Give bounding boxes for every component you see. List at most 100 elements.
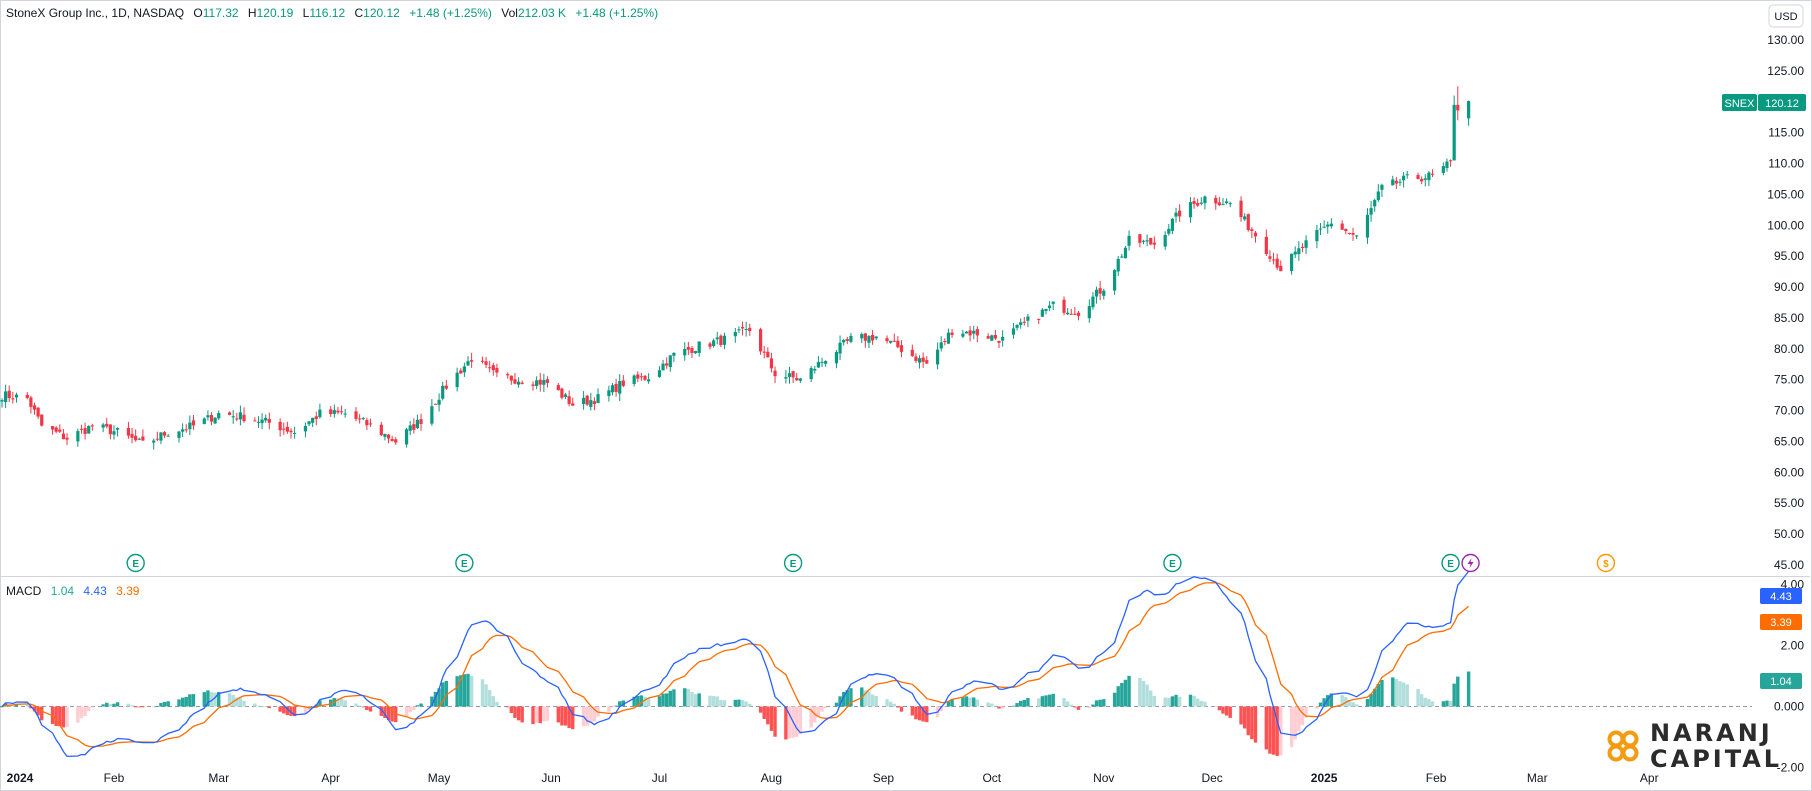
- earnings-marker[interactable]: E: [783, 553, 803, 573]
- candle-body: [686, 346, 690, 350]
- candle-body: [972, 330, 976, 334]
- macd-hist-bar: [386, 706, 391, 721]
- macd-hist-bar: [538, 706, 542, 724]
- candle: [889, 340, 893, 344]
- candle: [361, 416, 365, 421]
- candle-body: [1326, 224, 1330, 227]
- candle-body: [896, 340, 900, 348]
- candle-body: [596, 394, 600, 404]
- macd-hist-bar: [130, 705, 134, 707]
- candle: [668, 354, 672, 372]
- time-tick-label: Dec: [1201, 771, 1222, 785]
- open-value: 117.32: [202, 6, 239, 20]
- candle: [1141, 239, 1146, 245]
- candle-body: [936, 349, 940, 365]
- macd-legend: MACD 1.04 4.43 3.39: [6, 584, 145, 598]
- macd-hist-bar: [950, 698, 954, 707]
- candle-body: [50, 426, 55, 430]
- dividend-marker[interactable]: $: [1596, 553, 1616, 573]
- macd-hist-bar: [289, 706, 293, 716]
- macd-hist-bar: [1091, 704, 1095, 707]
- macd-hist-bar: [40, 706, 44, 721]
- candle: [538, 373, 542, 392]
- macd-hist-bar: [90, 706, 95, 708]
- candle-body: [1123, 247, 1128, 259]
- symbol-title[interactable]: StoneX Group Inc., 1D, NASDAQ: [6, 6, 185, 20]
- candle: [383, 433, 387, 441]
- macd-hist-bar: [491, 696, 495, 707]
- candle: [1199, 197, 1203, 206]
- low-value: 116.12: [309, 6, 346, 20]
- candles-layer: [0, 86, 1471, 450]
- earnings-marker[interactable]: E: [455, 553, 474, 573]
- candle: [339, 405, 344, 415]
- macd-hist-bar: [614, 705, 618, 707]
- macd-hist-bar: [867, 691, 871, 707]
- candle-body: [899, 345, 904, 352]
- macd-line: [1, 570, 1470, 758]
- candle: [332, 404, 336, 418]
- candle: [90, 423, 94, 431]
- earnings-icon: [455, 553, 474, 573]
- macd-hist-bar: [1087, 706, 1092, 709]
- candle: [1214, 195, 1218, 210]
- macd-hist-bar: [1221, 706, 1225, 714]
- candle: [137, 437, 141, 441]
- candle-body: [798, 378, 802, 381]
- macd-hist-bar: [997, 706, 1001, 709]
- candle-body: [437, 399, 441, 405]
- candle-body: [542, 379, 546, 385]
- candle: [1275, 253, 1279, 271]
- candle: [820, 357, 824, 368]
- candle: [415, 414, 420, 429]
- candle: [769, 352, 774, 373]
- price-tick-label: 100.00: [1767, 218, 1804, 232]
- candle: [816, 355, 820, 368]
- candle-body: [842, 339, 846, 343]
- macd-hist-bar: [1380, 679, 1384, 707]
- candle-body: [1423, 178, 1427, 180]
- price-tick-label: 125.00: [1767, 64, 1804, 78]
- candle: [25, 392, 29, 400]
- candle: [972, 325, 976, 340]
- candle: [585, 395, 589, 406]
- macd-hist-bar: [1427, 699, 1431, 707]
- macd-hist-bar: [816, 706, 821, 717]
- macd-hist-bar: [1264, 706, 1269, 750]
- candle: [162, 431, 167, 439]
- candle: [567, 390, 571, 407]
- candle-body: [1224, 201, 1229, 204]
- macd-hist-bar: [773, 706, 777, 737]
- candle-body: [289, 430, 293, 433]
- candle-body: [1355, 235, 1359, 237]
- candle-body: [386, 434, 391, 439]
- candle: [54, 426, 58, 434]
- candle-body: [314, 416, 318, 419]
- candle: [921, 352, 925, 368]
- flash-event-marker[interactable]: [1461, 553, 1480, 573]
- time-tick-label: Apr: [1640, 771, 1659, 785]
- candle-body: [134, 435, 138, 441]
- candle: [1015, 324, 1019, 331]
- macd-hist-bar: [744, 701, 748, 707]
- earnings-marker[interactable]: E: [126, 553, 145, 573]
- candle: [690, 345, 694, 359]
- earnings-marker[interactable]: E: [1441, 553, 1460, 573]
- candle-body: [1091, 296, 1095, 308]
- candle: [437, 393, 441, 412]
- currency-badge[interactable]: USD: [1768, 4, 1804, 28]
- candle-body: [1098, 288, 1102, 294]
- price-tag-symbol: SNEX: [1725, 98, 1756, 110]
- earnings-marker[interactable]: E: [1163, 553, 1182, 573]
- candle: [556, 382, 560, 391]
- macd-title[interactable]: MACD: [6, 584, 42, 598]
- macd-hist-bar: [1289, 706, 1294, 748]
- candle-body: [683, 348, 687, 356]
- macd-hist-bar: [54, 706, 58, 726]
- candle-body: [130, 433, 134, 438]
- candle-body: [889, 340, 893, 343]
- candle: [404, 427, 409, 448]
- candle-body: [1293, 251, 1297, 255]
- macd-hist-bar: [1300, 706, 1305, 726]
